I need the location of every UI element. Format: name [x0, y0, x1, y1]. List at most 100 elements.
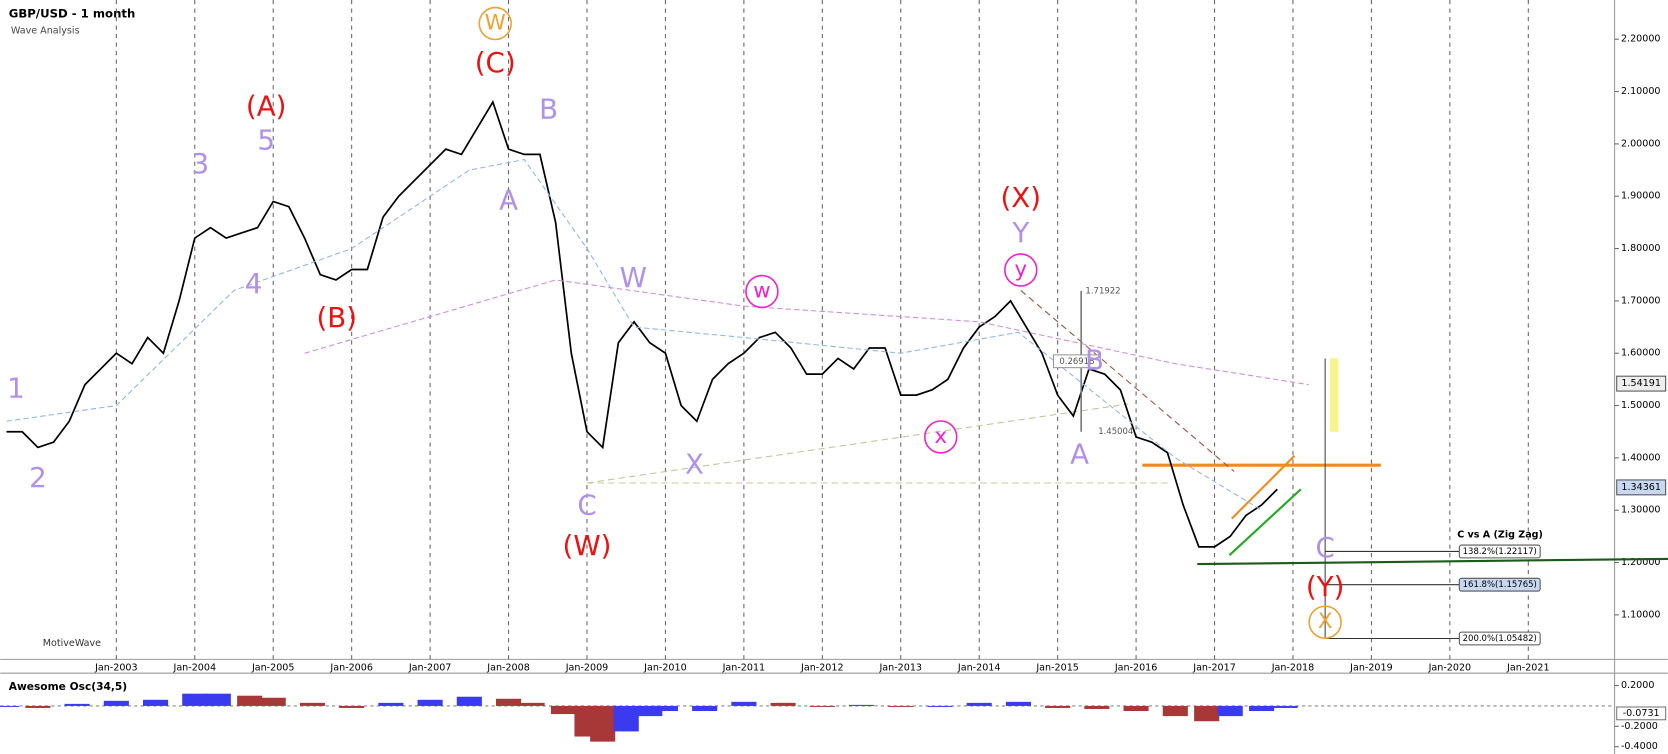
wave-label: B [539, 92, 558, 125]
osc-bar [966, 702, 992, 706]
y-tick-label: 1.60000 [1621, 348, 1661, 359]
indicator-title: Awesome Osc(34,5) [9, 680, 127, 693]
chart-subtitle: Wave Analysis [11, 25, 80, 36]
chart-title: GBP/USD - 1 month [9, 6, 136, 20]
osc-bar [927, 705, 953, 707]
measure-label: 0.26918 [1059, 357, 1094, 367]
fib-label: 200.0%(1.05482) [1463, 634, 1537, 644]
osc-bar [456, 696, 482, 706]
osc-bar [495, 698, 522, 706]
wave-label: (X) [1001, 181, 1042, 214]
y-tick-label: 1.40000 [1621, 452, 1661, 463]
trend-line [586, 403, 1129, 484]
wave-circle [1308, 605, 1342, 639]
y-tick-label: 1.90000 [1621, 191, 1661, 202]
osc-bar [1084, 705, 1110, 709]
wave-label: W [485, 11, 506, 36]
osc-bar [1249, 705, 1275, 712]
x-tick-label: Jan-2015 [1035, 662, 1079, 673]
osc-bar [1005, 701, 1031, 706]
osc-bar [1123, 705, 1149, 712]
x-tick-label: Jan-2005 [251, 662, 295, 673]
y-tick-label: 2.00000 [1621, 138, 1661, 149]
wave-circle [1004, 253, 1038, 287]
fib-label: 161.8%(1.15765) [1463, 580, 1537, 590]
osc-bar [143, 699, 169, 706]
y-tick-label: -0.2000 [1621, 721, 1658, 732]
trend-line [1020, 290, 1235, 472]
wave-label: A [1070, 437, 1089, 470]
osc-bar [103, 700, 129, 706]
wave-circle [478, 6, 512, 41]
fib-label: 138.2%(1.22117) [1463, 547, 1537, 557]
osc-bar [339, 705, 365, 708]
wave-label: (A) [246, 89, 286, 122]
price-line [6, 100, 1278, 548]
trend-line [1228, 488, 1302, 556]
osc-bar [1045, 705, 1071, 708]
fib-title: C vs A (Zig Zag) [1457, 529, 1543, 540]
osc-bar [1272, 705, 1298, 708]
y-tick-label: 1.20000 [1621, 557, 1661, 568]
y-tick-label: 2.20000 [1621, 34, 1661, 45]
price-marker-label: 1.54191 [1621, 378, 1661, 389]
x-tick-label: Jan-2013 [878, 662, 922, 673]
x-tick-label: Jan-2008 [486, 662, 530, 673]
last-value-box [1616, 706, 1667, 721]
osc-bar [64, 703, 90, 706]
osc-bar [378, 702, 404, 706]
y-tick-label: 1.80000 [1621, 243, 1661, 254]
osc-bar [417, 699, 443, 706]
x-tick-label: Jan-2011 [722, 662, 766, 673]
price-marker-label: 1.34361 [1621, 482, 1661, 493]
wave-label: C [577, 489, 596, 522]
wave-label: C [1315, 531, 1334, 564]
fib-box [1458, 631, 1541, 646]
wave-label: (C) [475, 46, 516, 79]
x-tick-label: Jan-2007 [408, 662, 452, 673]
osc-bar [519, 702, 545, 706]
measure-label: 1.71922 [1085, 286, 1120, 296]
x-tick-label: Jan-2019 [1349, 662, 1393, 673]
price-marker [1616, 375, 1667, 392]
trend-line [1197, 557, 1668, 566]
x-tick-label: Jan-2018 [1271, 662, 1315, 673]
measure-label: 1.45004 [1098, 427, 1133, 437]
x-tick-label: Jan-2016 [1114, 662, 1158, 673]
wave-label: x [934, 424, 947, 449]
x-tick-label: Jan-2012 [800, 662, 844, 673]
osc-bar [809, 705, 835, 707]
x-tick-label: Jan-2021 [1506, 662, 1550, 673]
trend-line [1231, 455, 1296, 520]
osc-bar [770, 702, 796, 706]
wave-label: 4 [245, 267, 263, 300]
y-tick-label: 0.2000 [1621, 680, 1654, 691]
osc-bar [731, 701, 757, 706]
fib-box [1458, 577, 1541, 592]
y-tick-label: 1.30000 [1621, 505, 1661, 516]
wave-circle [924, 420, 958, 454]
y-tick-label: 1.50000 [1621, 400, 1661, 411]
x-tick-label: Jan-2003 [94, 662, 138, 673]
osc-bar [25, 705, 51, 708]
osc-bar [652, 705, 678, 712]
y-tick-label: 1.70000 [1621, 295, 1661, 306]
osc-bar [1217, 705, 1243, 717]
osc-bar [237, 695, 263, 706]
osc-bar [550, 705, 577, 715]
x-tick-label: Jan-2009 [565, 662, 609, 673]
y-tick-label: -0.4000 [1621, 741, 1658, 752]
osc-bar [205, 693, 231, 706]
osc-bar [1194, 705, 1220, 722]
watermark: MotiveWave [43, 638, 101, 649]
osc-bar [613, 705, 639, 732]
last-value-label: -0.0731 [1623, 708, 1660, 719]
osc-bar [590, 705, 616, 742]
x-tick-label: Jan-2014 [957, 662, 1001, 673]
wave-label: X [685, 448, 704, 481]
x-tick-label: Jan-2010 [643, 662, 687, 673]
wave-label: (B) [316, 301, 357, 334]
x-tick-label: Jan-2017 [1192, 662, 1236, 673]
